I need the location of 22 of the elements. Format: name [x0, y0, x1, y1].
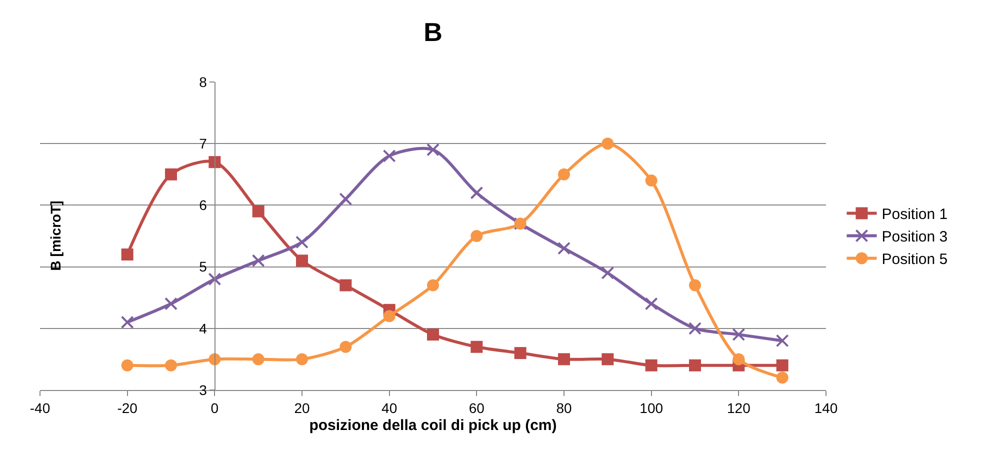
x-tick-label: 120	[726, 400, 751, 416]
x-tick-label: 20	[294, 400, 310, 416]
x-tick-label: 80	[556, 400, 572, 416]
y-tick-label: 8	[199, 74, 208, 90]
y-tick-label: 6	[199, 197, 208, 214]
x-tick-label: 140	[814, 400, 838, 416]
legend-label: Position 1	[882, 206, 948, 224]
y-axis-title: B [microT]	[48, 200, 64, 271]
x-tick-label: -20	[117, 400, 138, 416]
x-tick-label: -40	[30, 400, 50, 416]
y-tick-label: 3	[199, 382, 208, 398]
y-tick-label: 5	[199, 258, 208, 275]
x-tick-label: 60	[468, 400, 485, 416]
y-tick-label: 7	[199, 136, 208, 152]
chart-title: B	[424, 16, 442, 47]
x-axis-title: posizione della coil di pick up (cm)	[309, 416, 557, 434]
x-tick-label: 100	[640, 400, 664, 416]
legend-label: Position 3	[882, 228, 948, 246]
x-tick-label: 0	[210, 400, 219, 416]
x-tick-label: 40	[382, 400, 398, 416]
y-tick-label: 4	[199, 320, 208, 336]
legend-label: Position 5	[882, 251, 948, 268]
